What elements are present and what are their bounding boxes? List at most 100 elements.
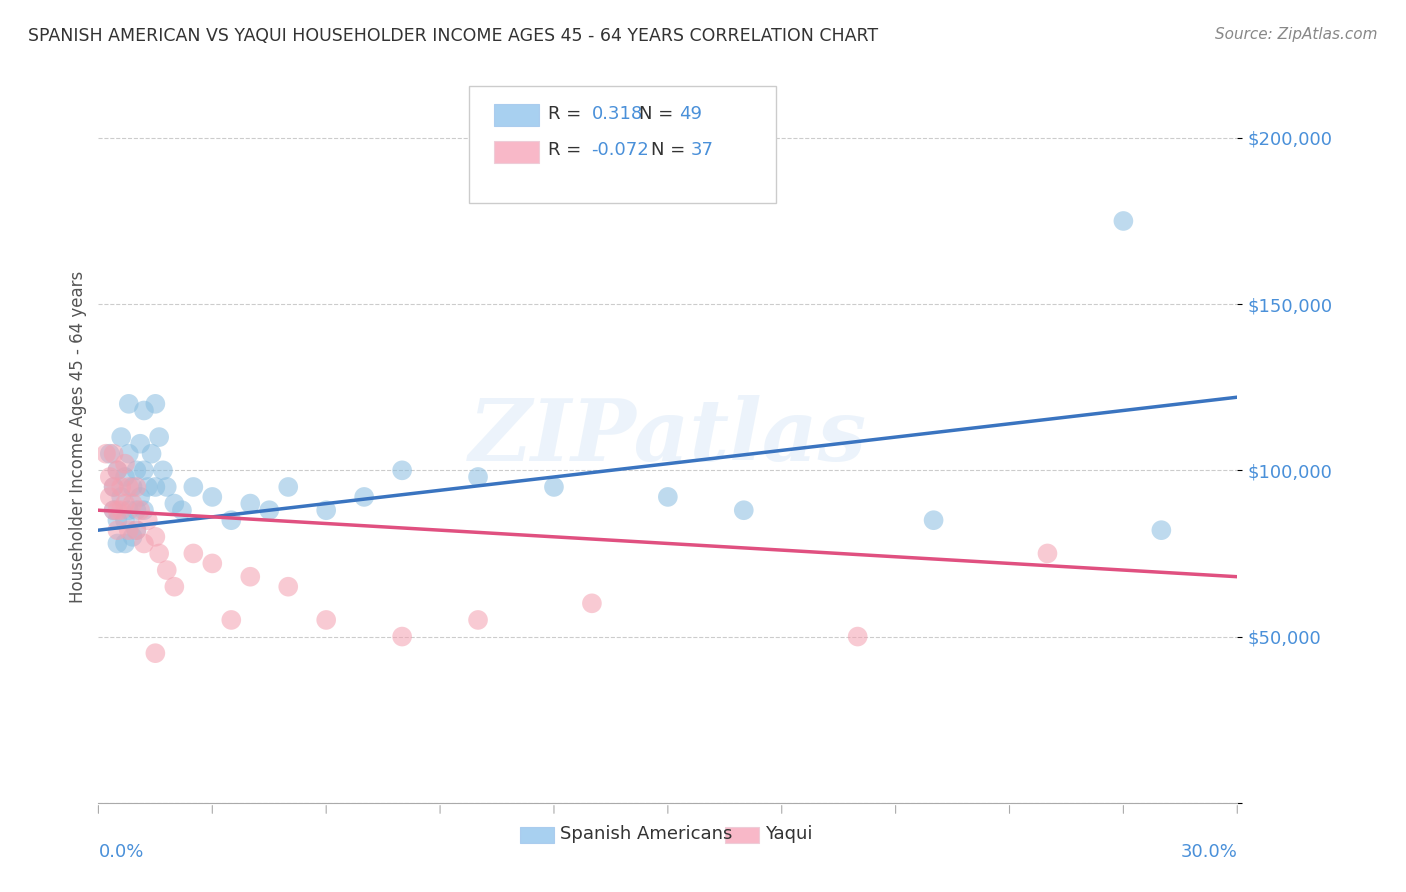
Point [118,447,141,461]
Point [221,513,243,527]
Point [110,503,132,517]
Point [107,523,129,537]
Point [141,447,163,461]
Text: 37: 37 [690,141,714,160]
Text: N =: N = [640,104,679,123]
Text: ZIPatlas: ZIPatlas [468,395,868,479]
Point [118,523,141,537]
Point [315,503,337,517]
Point [103,480,125,494]
Point [733,503,755,517]
Point [118,480,141,494]
Point [103,447,125,461]
Text: Yaqui: Yaqui [765,825,813,843]
Point [107,536,129,550]
Point [201,557,224,571]
Point [125,503,148,517]
Point [98,447,121,461]
Point [103,503,125,517]
Point [239,570,262,584]
Point [145,646,167,660]
Text: SPANISH AMERICAN VS YAQUI HOUSEHOLDER INCOME AGES 45 - 64 YEARS CORRELATION CHAR: SPANISH AMERICAN VS YAQUI HOUSEHOLDER IN… [28,27,879,45]
Point [136,513,159,527]
Point [145,530,167,544]
Point [114,457,136,471]
Point [129,490,152,504]
Point [846,630,869,644]
Point [152,463,174,477]
Text: Source: ZipAtlas.com: Source: ZipAtlas.com [1215,27,1378,42]
Text: 30.0%: 30.0% [1181,843,1237,861]
FancyBboxPatch shape [494,141,538,163]
Point [156,563,179,577]
Point [657,490,679,504]
Point [118,503,141,517]
Text: 0.0%: 0.0% [98,843,143,861]
Point [125,480,148,494]
Point [110,430,132,444]
Point [145,397,167,411]
Text: R =: R = [548,104,588,123]
Point [148,430,170,444]
Point [163,497,186,511]
Point [391,463,413,477]
Point [98,470,121,484]
Text: 0.318: 0.318 [592,104,643,123]
FancyBboxPatch shape [494,104,538,127]
Point [121,497,143,511]
Point [148,546,170,560]
Point [107,463,129,477]
Point [110,480,132,494]
FancyBboxPatch shape [468,86,776,203]
Point [145,480,167,494]
Point [221,613,243,627]
Point [107,503,129,517]
Point [114,470,136,484]
Point [129,503,152,517]
Point [315,613,337,627]
Text: -0.072: -0.072 [592,141,650,160]
Point [107,513,129,527]
Point [129,436,152,450]
Point [114,497,136,511]
Point [103,503,125,517]
Point [391,630,413,644]
Text: Spanish Americans: Spanish Americans [560,825,733,843]
Point [118,397,141,411]
Point [163,580,186,594]
Point [132,463,155,477]
Point [94,447,117,461]
Y-axis label: Householder Income Ages 45 - 64 years: Householder Income Ages 45 - 64 years [69,271,87,603]
Point [1036,546,1059,560]
Point [467,613,489,627]
Point [132,403,155,417]
Point [201,490,224,504]
Point [543,480,565,494]
Point [110,490,132,504]
Point [1112,214,1135,228]
Point [467,470,489,484]
Point [156,480,179,494]
Text: R =: R = [548,141,588,160]
Point [98,490,121,504]
Point [183,546,205,560]
Point [125,523,148,537]
Point [581,596,603,610]
Text: N =: N = [651,141,690,160]
FancyBboxPatch shape [725,827,759,843]
Point [125,463,148,477]
Point [132,503,155,517]
Point [922,513,945,527]
Point [353,490,375,504]
Point [239,497,262,511]
Point [183,480,205,494]
Point [125,523,148,537]
Point [107,463,129,477]
FancyBboxPatch shape [520,827,554,843]
Point [1150,523,1173,537]
Point [277,580,299,594]
Point [259,503,281,517]
Point [121,530,143,544]
Point [136,480,159,494]
Point [132,536,155,550]
